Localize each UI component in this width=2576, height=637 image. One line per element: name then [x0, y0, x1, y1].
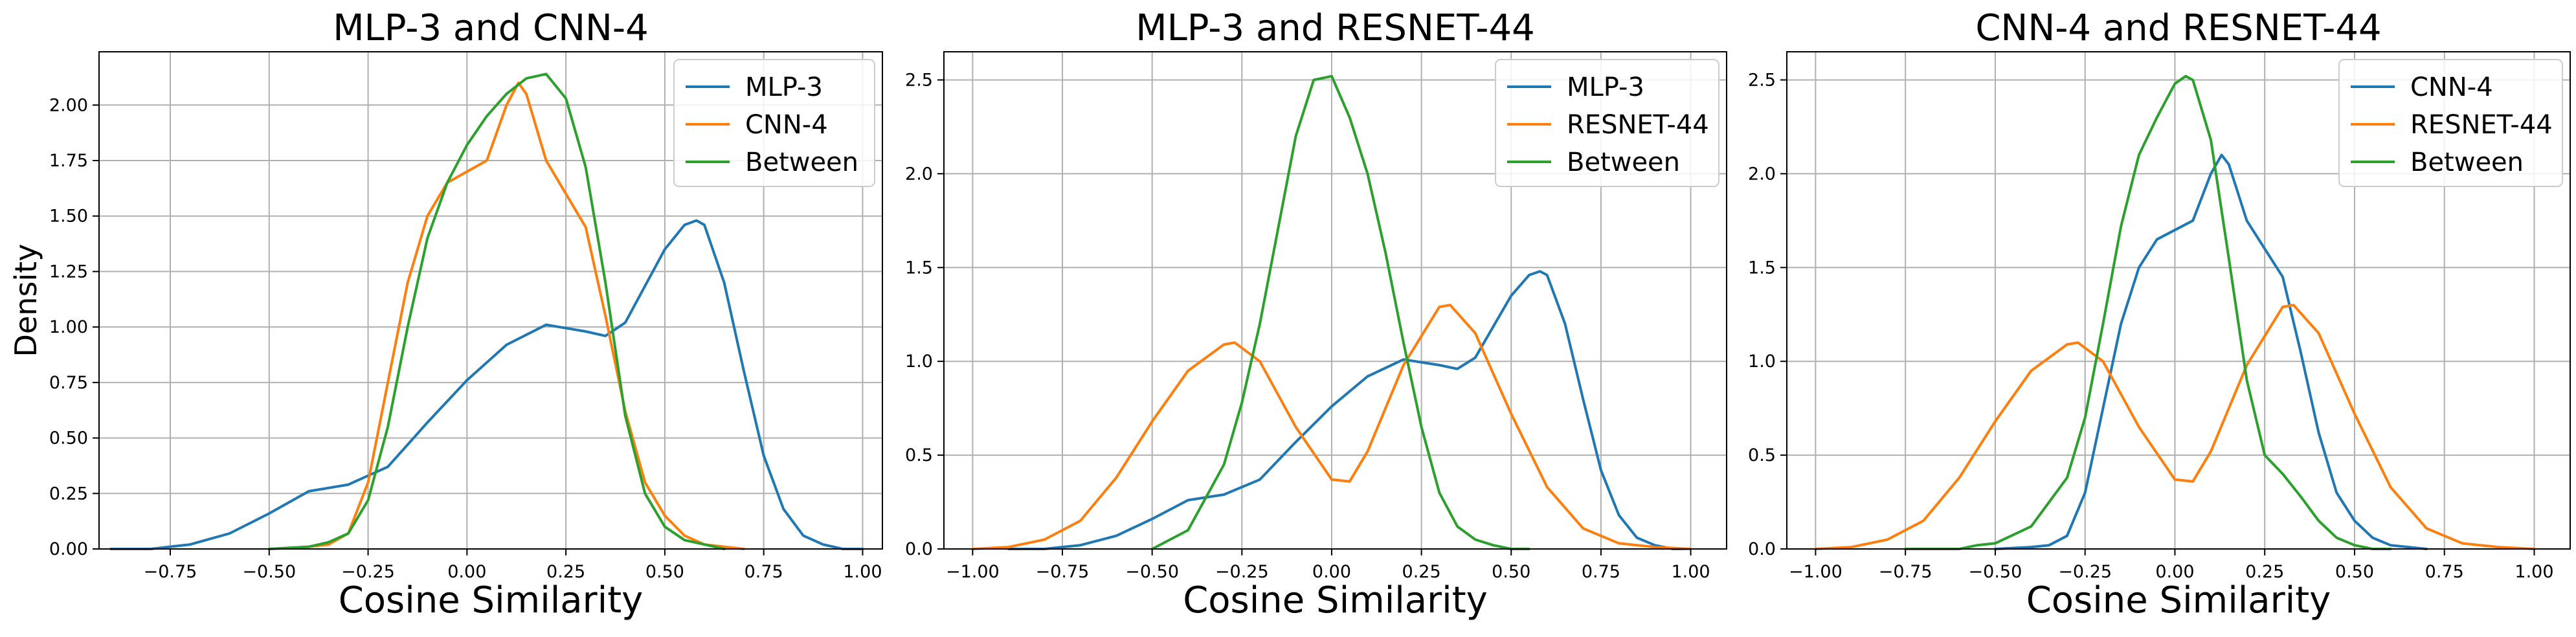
y-tick-label: 1.00 [49, 317, 88, 337]
legend: MLP-3 RESNET-44 Between [1495, 59, 1719, 187]
legend-box [1495, 59, 1719, 187]
x-tick-label: 0.00 [1312, 562, 1351, 582]
legend-label: Between [2410, 148, 2524, 177]
chart-panel-2: −1.00 −0.75 −0.50 −0.25 0.00 0.25 0.50 0.75 1.00… [905, 7, 1727, 621]
y-tick-label: 0.00 [49, 539, 88, 559]
x-tick-label: 0.00 [2155, 562, 2194, 582]
legend: MLP-3 CNN-4 Between [673, 59, 875, 187]
x-tick-label: 1.00 [2514, 562, 2553, 582]
chart-title: CNN-4 and RESNET-44 [1975, 7, 2381, 49]
x-tick-label: −0.75 [1036, 562, 1090, 582]
x-tick-label: 0.50 [1492, 562, 1530, 582]
y-tick-label: 2.0 [905, 164, 933, 184]
x-tick-label: 0.50 [645, 562, 684, 582]
series-line-cnn-4 [1993, 153, 2428, 550]
x-tick-label: 1.00 [1671, 562, 1710, 582]
legend-box [2338, 59, 2563, 187]
series-line-between [267, 73, 726, 550]
series-line-mlp-3 [1007, 270, 1692, 550]
y-tick-label: 1.50 [49, 207, 88, 227]
legend-label: MLP-3 [1567, 73, 1644, 102]
x-tick-label: −0.75 [1879, 562, 1932, 582]
y-tick-label: 1.5 [1748, 258, 1776, 278]
y-tick-label: 0.50 [49, 429, 88, 449]
x-tick-label: −0.50 [242, 562, 296, 582]
x-axis-label: Cosine Similarity [339, 579, 644, 621]
series-line-resnet-44 [971, 304, 1692, 550]
y-tick-label: 1.0 [905, 352, 933, 372]
chart-panel-3: −1.00 −0.75 −0.50 −0.25 0.00 0.25 0.50 0.75 1.00… [1748, 7, 2571, 621]
x-tick-label: 0.50 [2335, 562, 2374, 582]
y-tick-label: 0.5 [1748, 445, 1776, 465]
legend-label: MLP-3 [745, 73, 823, 102]
x-tick-label: −0.25 [341, 562, 395, 582]
y-tick-label: 2.0 [1748, 164, 1776, 184]
y-tick-label: 2.5 [1748, 70, 1776, 90]
y-tick-label: 2.00 [49, 95, 88, 115]
chart-title: MLP-3 and CNN-4 [333, 7, 649, 49]
legend-label: RESNET-44 [2410, 110, 2553, 140]
legend-label: CNN-4 [2410, 73, 2493, 102]
y-axis-label: Density [8, 244, 43, 357]
legend-label: Between [1567, 148, 1680, 177]
chart-title: MLP-3 and RESNET-44 [1136, 7, 1535, 49]
x-axis-label: Cosine Similarity [2026, 579, 2331, 621]
x-tick-label: 0.75 [2425, 562, 2464, 582]
x-tick-label: −0.50 [1125, 562, 1179, 582]
legend-box [673, 59, 875, 187]
y-tick-label: 1.0 [1748, 352, 1776, 372]
x-tick-label: −0.75 [144, 562, 197, 582]
legend-label: RESNET-44 [1567, 110, 1709, 140]
x-tick-label: −0.25 [2058, 562, 2112, 582]
plot-frame [1786, 51, 2571, 550]
x-tick-label: −0.50 [1969, 562, 2022, 582]
series-line-between [1150, 74, 1530, 550]
legend: CNN-4 RESNET-44 Between [2338, 59, 2563, 187]
x-tick-label: 0.00 [447, 562, 486, 582]
chart-panel-1: −0.75 −0.50 −0.25 0.00 0.25 0.50 0.75 1.00 0.00 0… [49, 7, 883, 621]
x-tick-label: −1.00 [1789, 562, 1842, 582]
series-line-cnn-4 [267, 82, 746, 550]
x-tick-label: 0.25 [2245, 562, 2284, 582]
y-tick-label: 1.5 [905, 258, 933, 278]
y-tick-label: 1.25 [49, 262, 88, 282]
series-line-mlp-3 [109, 219, 864, 550]
y-tick-label: 0.0 [905, 539, 933, 559]
y-tick-label: 0.5 [905, 445, 933, 465]
y-tick-label: 0.25 [49, 484, 88, 504]
x-tick-label: 0.75 [1582, 562, 1620, 582]
plot-frame [98, 51, 883, 550]
x-tick-label: 1.00 [843, 562, 882, 582]
x-axis-label: Cosine Similarity [1183, 579, 1488, 621]
x-tick-label: 0.75 [745, 562, 783, 582]
x-tick-label: 0.25 [546, 562, 585, 582]
plot-frame [943, 51, 1727, 550]
x-tick-label: −1.00 [946, 562, 1000, 582]
x-tick-label: 0.25 [1402, 562, 1441, 582]
y-tick-label: 2.5 [905, 70, 933, 90]
series-line-between [1904, 74, 2392, 550]
series-line-resnet-44 [1814, 304, 2536, 550]
x-tick-label: −0.25 [1215, 562, 1269, 582]
y-tick-label: 0.0 [1748, 539, 1776, 559]
legend-label: Between [745, 148, 858, 177]
y-tick-label: 1.75 [49, 151, 88, 171]
legend-label: CNN-4 [745, 110, 828, 140]
y-tick-label: 0.75 [49, 373, 88, 393]
